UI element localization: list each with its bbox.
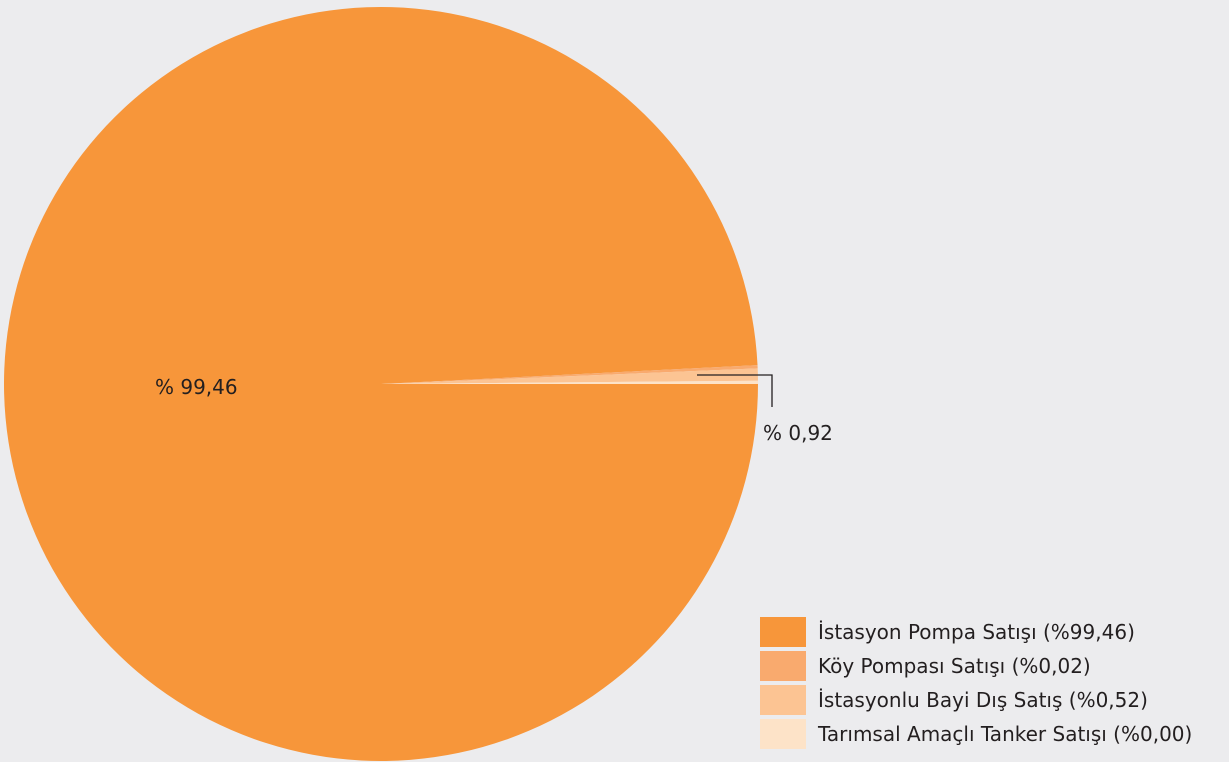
legend-label: İstasyonlu Bayi Dış Satış (%0,52) [818, 688, 1148, 712]
legend-swatch [760, 719, 806, 749]
legend-item-tarimsal-tanker: Tarımsal Amaçlı Tanker Satışı (%0,00) [760, 719, 1192, 749]
legend-label: Tarımsal Amaçlı Tanker Satışı (%0,00) [818, 722, 1193, 746]
data-label-small: % 0,92 [763, 421, 833, 445]
legend-swatch [760, 685, 806, 715]
legend-item-istasyonlu-bayi: İstasyonlu Bayi Dış Satış (%0,52) [760, 685, 1192, 715]
leader-line [697, 374, 773, 407]
legend-item-istasyon-pompa: İstasyon Pompa Satışı (%99,46) [760, 617, 1192, 647]
legend-swatch [760, 651, 806, 681]
data-label-main: % 99,46 [155, 375, 238, 399]
slice-istasyon-pompa [4, 6, 759, 761]
legend: İstasyon Pompa Satışı (%99,46) Köy Pompa… [760, 617, 1192, 749]
legend-label: Köy Pompası Satışı (%0,02) [818, 654, 1091, 678]
legend-item-koy-pompasi: Köy Pompası Satışı (%0,02) [760, 651, 1192, 681]
legend-swatch [760, 617, 806, 647]
slice-tarimsal-tanker [381, 380, 758, 384]
legend-label: İstasyon Pompa Satışı (%99,46) [818, 620, 1135, 644]
slice-koy-pompasi [381, 365, 758, 384]
slice-istasyonlu-bayi [381, 368, 758, 384]
